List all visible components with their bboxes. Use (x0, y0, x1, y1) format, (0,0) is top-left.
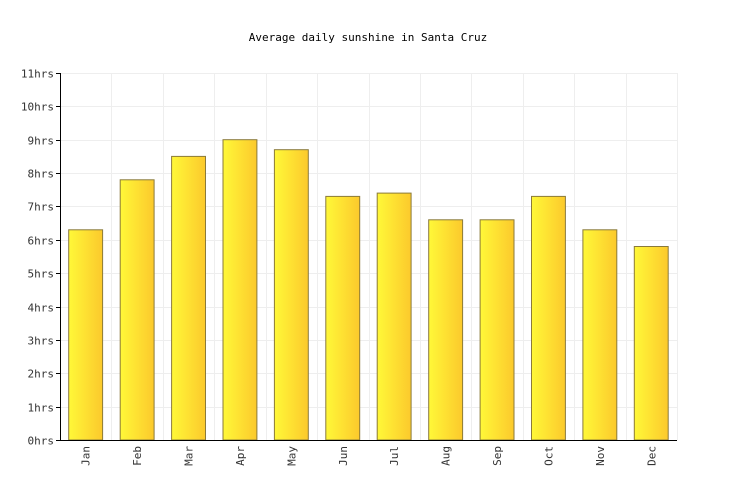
bar-jun (325, 195, 361, 441)
x-tick-label: Sep (491, 446, 504, 466)
x-tick-label: Apr (234, 446, 247, 466)
x-tick-label: Oct (542, 446, 555, 466)
y-tick-labels: 0hrs 1hrs 2hrs 3hrs 4hrs 5hrs 6hrs 7hrs 8hrs 9hrs… (21, 68, 54, 448)
x-tick-label: Jan (80, 446, 93, 466)
y-tick-label: 6hrs (28, 235, 55, 248)
bar-apr (222, 139, 258, 441)
y-tick-label: 9hrs (28, 135, 55, 148)
bar-dec (633, 246, 669, 441)
x-tick-label: May (285, 446, 298, 466)
bar-nov (582, 229, 618, 441)
chart-title: Average daily sunshine in Santa Cruz (249, 31, 487, 44)
y-tick-label: 1hrs (28, 402, 55, 415)
y-tick-label: 10hrs (21, 101, 54, 114)
x-tick-labels: Jan Feb Mar Apr May Jun Jul Aug Sep Oct Nov Dec (80, 446, 659, 466)
y-tick-label: 0hrs (28, 435, 55, 448)
y-tick-label: 8hrs (28, 168, 55, 181)
y-tick-label: 7hrs (28, 201, 55, 214)
x-tick-label: Nov (594, 446, 607, 466)
y-tick-label: 5hrs (28, 268, 55, 281)
x-tick-label: Aug (440, 446, 453, 466)
bar-jul (376, 192, 412, 441)
x-tick-label: Dec (645, 446, 658, 466)
x-tick-label: Mar (183, 446, 196, 466)
x-tick-label: Jun (337, 446, 350, 466)
x-tick-label: Feb (131, 446, 144, 466)
bars (68, 139, 669, 441)
y-tick-label: 4hrs (28, 302, 55, 315)
x-tick-label: Jul (388, 446, 401, 466)
grid-lines (60, 73, 678, 440)
bar-sep (479, 219, 515, 441)
bar-mar (171, 155, 207, 441)
bar-aug (428, 219, 464, 441)
y-tick-label: 3hrs (28, 335, 55, 348)
y-tick-label: 11hrs (21, 68, 54, 81)
y-tick-label: 2hrs (28, 368, 55, 381)
axes (56, 73, 677, 441)
bar-may (273, 149, 309, 441)
bar-jan (68, 229, 104, 441)
bar-oct (531, 195, 566, 441)
bar-feb (119, 179, 155, 441)
